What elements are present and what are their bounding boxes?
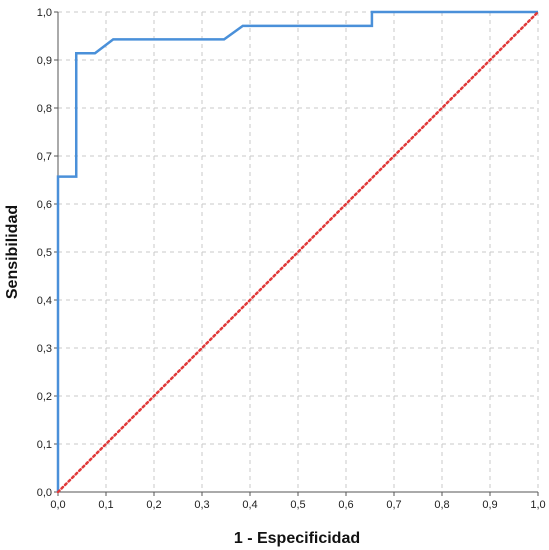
- x-tick-label: 0,1: [98, 499, 113, 511]
- x-tick-label: 0,9: [482, 499, 497, 511]
- y-tick-label: 1,0: [37, 7, 52, 19]
- y-tick-label: 0,2: [37, 391, 52, 403]
- x-tick-label: 0,2: [146, 499, 161, 511]
- y-tick-label: 0,3: [37, 343, 52, 355]
- y-tick-label: 0,8: [37, 103, 52, 115]
- reference-diagonal-line: [56, 10, 540, 494]
- y-tick-label: 0,7: [37, 151, 52, 163]
- y-tick-label: 0,1: [37, 439, 52, 451]
- roc-curve-line: [56, 10, 538, 492]
- x-tick-label: 0,4: [242, 499, 257, 511]
- x-tick-labels: 0,0 0,1 0,2 0,3 0,4 0,5 0,6 0,7 0,8 0,9 1,0: [50, 499, 545, 511]
- y-tick-label: 0,6: [37, 199, 52, 211]
- y-tick-label: 0,4: [37, 295, 52, 307]
- y-tick-label: 0,5: [37, 247, 52, 259]
- x-tick-label: 0,5: [290, 499, 305, 511]
- y-axis-title: Sensibilidad: [4, 205, 21, 299]
- y-tick-labels: 0,0 0,1 0,2 0,3 0,4 0,5 0,6 0,7 0,8 0,9 1,0: [37, 7, 52, 499]
- y-tick-label: 0,9: [37, 55, 52, 67]
- y-tick-label: 0,0: [37, 487, 52, 499]
- x-axis-title: 1 - Especificidad: [234, 530, 360, 547]
- x-tick-label: 0,7: [386, 499, 401, 511]
- x-tick-label: 0,8: [434, 499, 449, 511]
- series-group: [56, 10, 540, 494]
- x-tick-label: 0,0: [50, 499, 65, 511]
- x-tick-label: 1,0: [530, 499, 545, 511]
- x-tick-label: 0,3: [194, 499, 209, 511]
- x-tick-label: 0,6: [338, 499, 353, 511]
